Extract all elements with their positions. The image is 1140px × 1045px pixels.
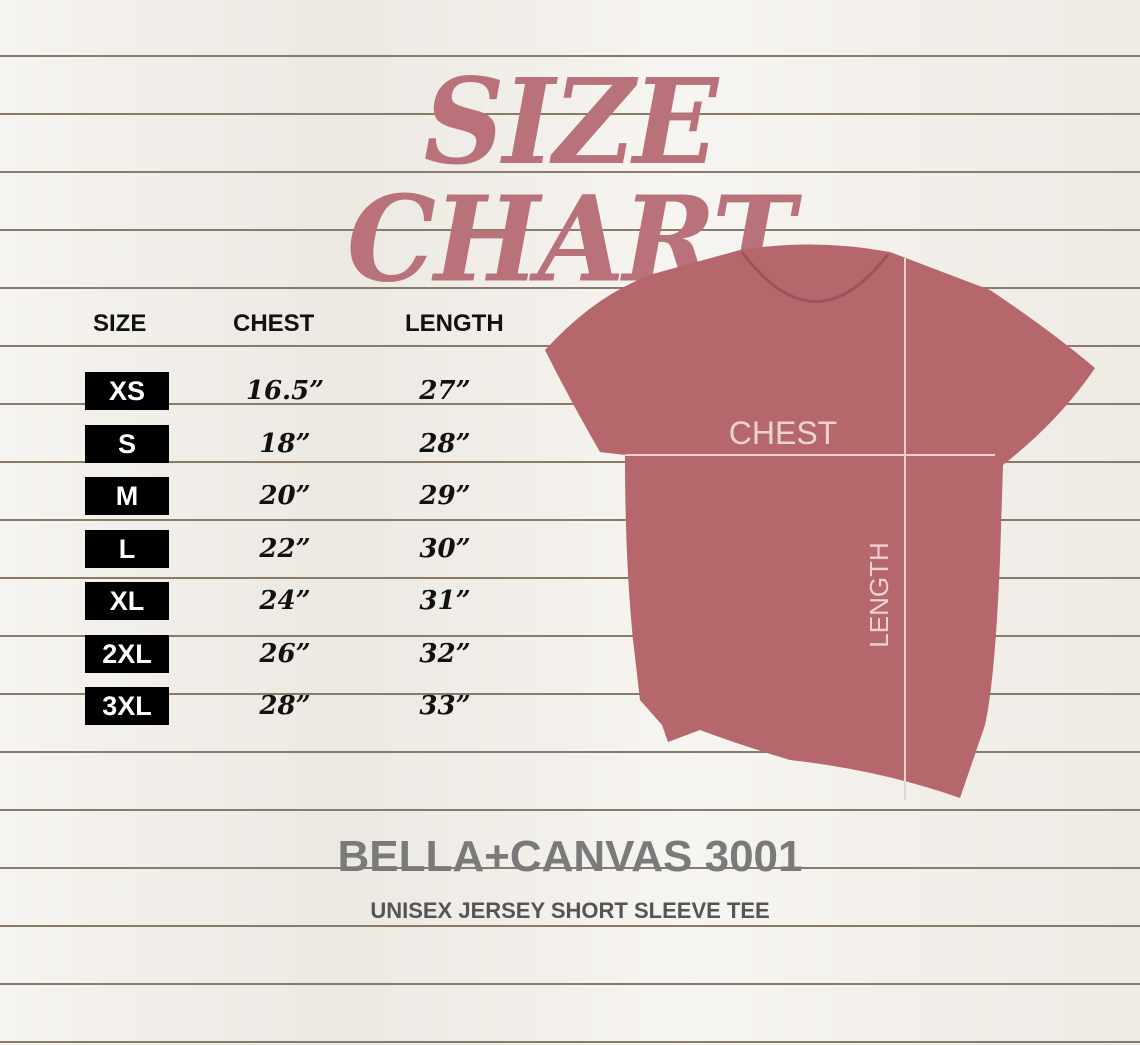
length-label: LENGTH — [864, 542, 894, 647]
length-value: 29” — [419, 481, 471, 511]
chest-value: 20” — [259, 481, 311, 511]
length-value: 33” — [419, 691, 471, 721]
size-badge: L — [85, 529, 169, 568]
size-badge: S — [85, 424, 169, 463]
length-value: 28” — [419, 428, 471, 459]
chest-value: 16.5” — [245, 376, 325, 406]
product-subtitle: UNISEX JERSEY SHORT SLEEVE TEE — [370, 898, 770, 923]
chest-value: 28” — [259, 691, 311, 721]
table-row: S 18” 28” — [85, 424, 525, 463]
size-badge: 2XL — [85, 634, 169, 673]
header-chest: CHEST — [233, 310, 315, 337]
table-row: XL 24” 31” — [85, 582, 525, 620]
chest-label: CHEST — [729, 415, 837, 451]
size-badge: XL — [85, 582, 169, 620]
size-badge: M — [85, 477, 169, 515]
chest-value: 18” — [259, 428, 311, 459]
brand-name: BELLA+CANVAS 3001 — [337, 832, 803, 881]
length-value: 30” — [419, 533, 471, 564]
table-row: M 20” 29” — [85, 477, 525, 515]
table-row: 3XL 28” 33” — [85, 687, 525, 725]
collar-outline — [740, 251, 890, 303]
size-badge: 3XL — [85, 687, 169, 725]
length-value: 31” — [419, 586, 471, 616]
size-badge: XS — [85, 372, 169, 410]
header-size: SIZE — [93, 310, 147, 337]
header-length: LENGTH — [405, 310, 504, 337]
length-value: 32” — [419, 638, 471, 669]
tshirt-icon — [545, 244, 1095, 798]
chest-value: 24” — [259, 586, 311, 616]
page-title: SIZE CHART — [346, 53, 795, 310]
chest-value: 22” — [259, 533, 311, 564]
table-row: 2XL 26” 32” — [85, 634, 525, 673]
table-row: L 22” 30” — [85, 529, 525, 568]
length-value: 27” — [419, 376, 471, 406]
table-row: XS 16.5” 27” — [85, 372, 525, 410]
chest-value: 26” — [259, 638, 311, 669]
